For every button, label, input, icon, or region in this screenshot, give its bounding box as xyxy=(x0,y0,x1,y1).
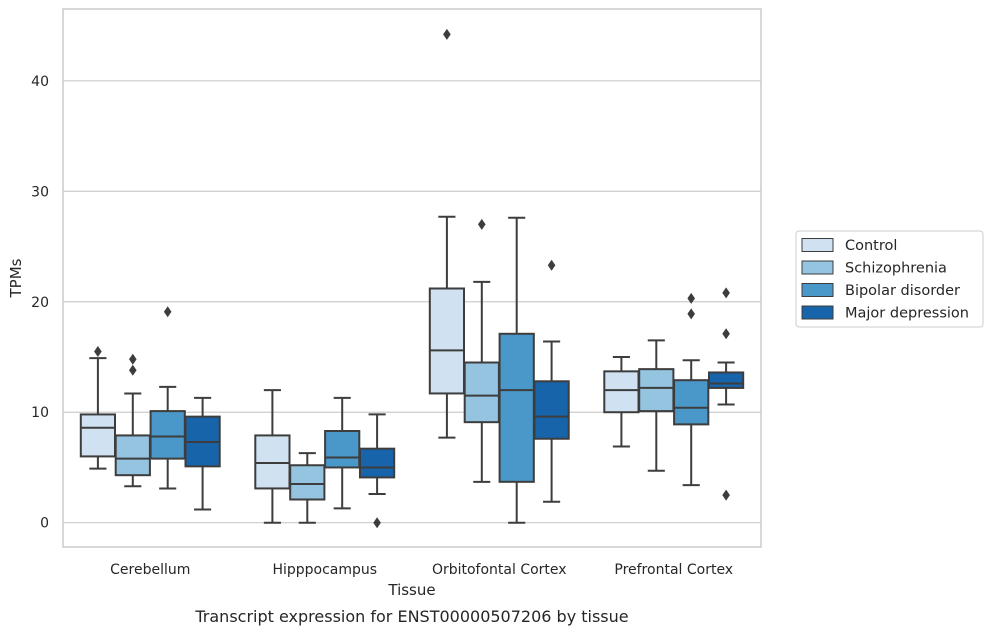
y-axis-ticks: 0 10 20 30 40 xyxy=(31,74,49,532)
box-group xyxy=(184,396,221,511)
box-group xyxy=(289,452,326,524)
outlier-point xyxy=(547,259,556,271)
outlier-point xyxy=(443,28,451,40)
box-group xyxy=(498,216,535,524)
box xyxy=(603,370,640,414)
y-tick-label: 10 xyxy=(31,405,49,421)
outlier-point xyxy=(722,287,730,299)
legend-frame xyxy=(795,230,984,328)
box xyxy=(289,464,326,501)
box-group xyxy=(358,413,396,529)
legend-label: Bipolar disorder xyxy=(845,283,960,299)
legend: Control Schizophrenia Bipolar disorder Majo… xyxy=(795,230,984,328)
x-tick-label: Hipppocampus xyxy=(272,562,377,578)
outlier-point xyxy=(94,345,102,357)
outlier-point xyxy=(129,364,137,376)
outlier-point xyxy=(722,489,730,501)
outlier-point xyxy=(687,308,695,320)
box-group xyxy=(324,396,361,510)
legend-swatch xyxy=(801,283,834,297)
box xyxy=(149,410,186,460)
outlier-point xyxy=(129,353,137,365)
y-tick-label: 0 xyxy=(40,516,49,532)
legend-swatch xyxy=(801,260,834,275)
legend-item: Major depression xyxy=(801,305,969,322)
x-tick-label: Cerebellum xyxy=(110,562,190,578)
box xyxy=(673,379,710,426)
outlier-point xyxy=(722,328,730,340)
box-group xyxy=(79,345,117,470)
outlier-point xyxy=(478,218,486,230)
box-group xyxy=(603,355,640,448)
box-group xyxy=(463,218,500,483)
legend-item: Schizophrenia xyxy=(801,260,947,277)
y-tick-label: 40 xyxy=(31,74,49,90)
box xyxy=(114,434,151,477)
box xyxy=(463,361,500,424)
x-axis-title: Tissue xyxy=(387,581,435,599)
legend-swatch xyxy=(801,305,834,320)
box xyxy=(428,287,466,395)
y-axis-title: TPMs xyxy=(7,258,25,298)
box xyxy=(533,380,570,440)
box-group xyxy=(149,306,186,490)
y-tick-label: 20 xyxy=(31,295,49,311)
box-group xyxy=(673,292,710,487)
outlier-point xyxy=(163,306,172,318)
box-group xyxy=(428,28,466,439)
outlier-point xyxy=(687,292,695,304)
box xyxy=(498,332,535,483)
legend-label: Major depression xyxy=(845,306,969,322)
legend-swatch xyxy=(801,238,834,252)
box xyxy=(707,371,745,389)
plot-frame xyxy=(62,8,762,548)
box-group xyxy=(533,259,570,503)
box-group xyxy=(707,287,745,501)
box xyxy=(324,430,361,469)
box xyxy=(79,413,117,458)
box-group xyxy=(114,353,151,488)
box-groups xyxy=(79,28,745,529)
legend-item: Bipolar disorder xyxy=(801,283,960,299)
box xyxy=(638,368,675,413)
outlier-point xyxy=(373,517,381,529)
y-tick-label: 30 xyxy=(31,184,49,200)
box-group xyxy=(638,339,675,472)
box-group xyxy=(254,389,291,524)
x-tick-label: Orbitofontal Cortex xyxy=(432,562,567,578)
x-axis-ticks: Cerebellum Hipppocampus Orbitofontal Corte… xyxy=(110,562,733,578)
box xyxy=(254,434,291,490)
box xyxy=(358,447,396,479)
x-tick-label: Prefrontal Cortex xyxy=(614,562,733,578)
chart-caption: Transcript expression for ENST0000050720… xyxy=(194,607,628,626)
legend-item: Control xyxy=(801,238,897,254)
legend-label: Control xyxy=(845,238,897,254)
legend-label: Schizophrenia xyxy=(845,261,947,277)
